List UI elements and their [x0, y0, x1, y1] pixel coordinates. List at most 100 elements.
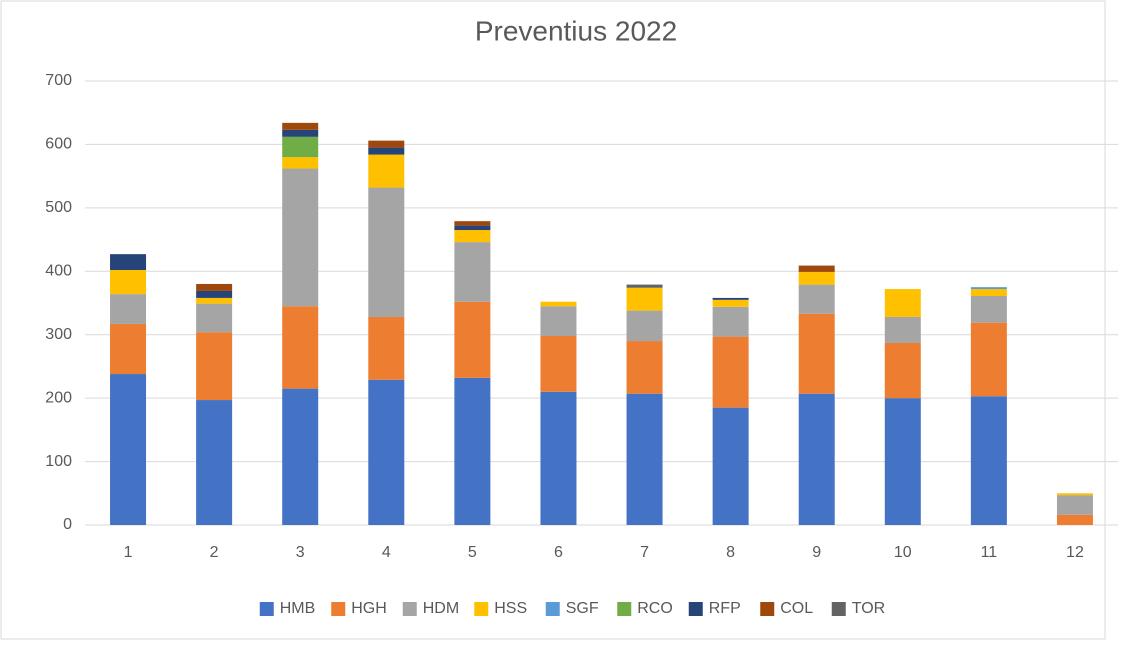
bar-segment	[540, 301, 577, 307]
legend-label: RFP	[709, 600, 741, 617]
bar-segment	[196, 283, 233, 291]
bar-segment	[454, 301, 491, 378]
bar-segment	[454, 225, 491, 231]
bar-segment	[626, 341, 663, 394]
bar-segment	[454, 377, 491, 525]
chart-title: Preventius 2022	[475, 15, 677, 46]
bar-segment	[454, 242, 491, 302]
bar-segment	[196, 332, 233, 401]
bar-segment	[282, 157, 319, 169]
legend-swatch	[545, 602, 560, 616]
bar-segment	[712, 299, 749, 307]
x-tick-label: 11	[981, 544, 998, 561]
x-tick-label: 1	[124, 544, 133, 561]
bar-segment	[540, 391, 577, 525]
bar-segment	[626, 310, 663, 342]
bar-segment	[282, 122, 319, 130]
bar-segment	[368, 379, 405, 525]
bar-segment	[110, 323, 147, 375]
bar-segment	[540, 306, 577, 336]
bar-segment	[798, 271, 835, 285]
legend-label: TOR	[852, 600, 885, 617]
bar-segment	[798, 393, 835, 525]
legend-label: HMB	[280, 600, 316, 617]
x-tick-label: 12	[1066, 544, 1084, 561]
legend-label: HDM	[423, 600, 459, 617]
bar-segment	[970, 287, 1007, 290]
bar-segment	[110, 270, 147, 295]
y-tick-label: 200	[45, 389, 72, 406]
y-tick-label: 700	[45, 72, 72, 89]
bar-segment	[282, 168, 319, 307]
bar-segment	[368, 154, 405, 188]
bar-segment	[884, 398, 921, 525]
bar-segment	[368, 147, 405, 155]
bar-segment	[368, 140, 405, 148]
legend-swatch	[760, 602, 775, 616]
y-tick-label: 600	[45, 136, 72, 153]
x-tick-label: 3	[296, 544, 305, 561]
x-tick-label: 9	[812, 544, 821, 561]
bar-segment	[970, 289, 1007, 297]
y-tick-label: 300	[45, 326, 72, 343]
x-tick-label: 6	[554, 544, 563, 561]
bar-segment	[712, 306, 749, 337]
x-tick-label: 4	[382, 544, 391, 561]
y-tick-label: 400	[45, 263, 72, 280]
legend-label: SGF	[566, 600, 599, 617]
legend-label: HSS	[494, 600, 527, 617]
legend-label: COL	[780, 600, 813, 617]
bar-segment	[970, 396, 1007, 525]
bar-segment	[368, 316, 405, 380]
legend-swatch	[402, 602, 417, 616]
legend-swatch	[831, 602, 846, 616]
bar-segment	[196, 290, 233, 298]
bar-segment	[196, 303, 233, 333]
bar-segment	[884, 316, 921, 343]
bar-segment	[970, 322, 1007, 397]
y-tick-label: 100	[45, 453, 72, 470]
bar-segment	[626, 284, 663, 288]
bar-segment	[798, 313, 835, 394]
bar-segment	[540, 335, 577, 392]
bar-segment	[626, 287, 663, 311]
bar-segment	[454, 221, 491, 226]
legend-label: RCO	[637, 600, 673, 617]
bar-segment	[282, 129, 319, 137]
bar-segment	[798, 265, 835, 272]
legend-label: HGH	[351, 600, 387, 617]
x-tick-label: 10	[894, 544, 912, 561]
bar-segment	[454, 230, 491, 243]
legend-swatch	[617, 602, 632, 616]
bar-segment	[196, 400, 233, 525]
legend-swatch	[688, 602, 703, 616]
bar-segment	[368, 187, 405, 317]
x-tick-label: 7	[640, 544, 649, 561]
legend-swatch	[259, 602, 274, 616]
y-tick-label: 500	[45, 199, 72, 216]
bar-segment	[110, 254, 147, 271]
bar-segment	[626, 393, 663, 525]
bar-segment	[1056, 493, 1093, 496]
bar-segment	[282, 388, 319, 525]
bar-segment	[884, 342, 921, 399]
bar-segment	[1056, 495, 1093, 515]
legend-swatch	[474, 602, 489, 616]
legend-swatch	[331, 602, 346, 616]
bar-segment	[884, 289, 921, 317]
x-tick-label: 5	[468, 544, 477, 561]
bar-segment	[712, 336, 749, 408]
y-tick-label: 0	[63, 516, 72, 533]
bar-segment	[196, 297, 233, 304]
bar-segment	[712, 407, 749, 525]
x-tick-label: 2	[210, 544, 219, 561]
bar-segment	[970, 296, 1007, 323]
bar-segment	[712, 297, 749, 300]
bar-segment	[110, 294, 147, 324]
x-tick-label: 8	[726, 544, 735, 561]
bar-segment	[282, 306, 319, 389]
bar-segment	[1056, 514, 1093, 525]
bar-segment	[282, 136, 319, 158]
